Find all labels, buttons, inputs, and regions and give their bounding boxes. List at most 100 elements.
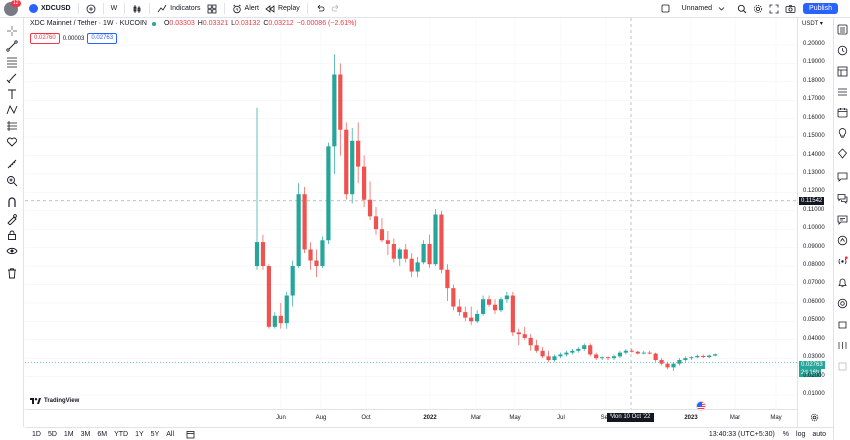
fib-retracement-icon[interactable] — [6, 56, 18, 68]
alert-button[interactable]: Alert — [229, 0, 262, 18]
candle-body — [605, 357, 611, 359]
price-axis[interactable]: USDT ▾ — [797, 18, 833, 427]
time-tick-label: Mar — [470, 415, 482, 421]
zoom-in-icon[interactable] — [6, 175, 18, 187]
log-toggle[interactable]: log — [796, 430, 806, 438]
brush-icon[interactable] — [6, 72, 18, 84]
range-button-5y[interactable]: 5Y — [150, 430, 160, 438]
candle-body — [516, 332, 521, 335]
product-icon[interactable] — [837, 319, 848, 330]
legend-change: −0.00086 (−2.61%) — [296, 20, 357, 27]
goto-date-calendar-icon[interactable] — [186, 430, 195, 439]
candle-body — [451, 288, 456, 307]
us-flag-event-icon[interactable] — [696, 401, 706, 411]
range-button-1d[interactable]: 1D — [32, 430, 41, 438]
help-lifebuoy-icon[interactable] — [837, 298, 848, 309]
symbol-search-button[interactable]: XDCUSD — [26, 0, 74, 18]
candle — [379, 218, 385, 243]
chart-style-button[interactable] — [129, 0, 145, 18]
candle-body — [373, 216, 379, 230]
undo-button[interactable] — [312, 0, 328, 18]
price-tick-label: 0.02000 — [803, 372, 825, 379]
broadcast-icon[interactable] — [837, 256, 848, 267]
interval-button[interactable]: W — [108, 0, 121, 18]
legend-low: 0.03132 — [235, 20, 261, 27]
snapshot-button[interactable] — [782, 0, 799, 18]
range-button-5d[interactable]: 5D — [47, 430, 57, 438]
lock-icon[interactable] — [6, 229, 18, 241]
trash-icon[interactable] — [6, 267, 18, 279]
ruler-icon[interactable] — [6, 158, 18, 170]
indicators-button[interactable]: Indicators — [154, 0, 203, 18]
heart-icon[interactable] — [6, 136, 18, 148]
streams-icon[interactable] — [837, 148, 848, 159]
price-chart[interactable] — [25, 18, 797, 427]
pattern-icon[interactable] — [6, 104, 18, 116]
candle-body — [344, 129, 349, 195]
chats-icon[interactable] — [837, 193, 848, 204]
axis-settings-gear-icon[interactable] — [810, 413, 819, 422]
settings-button[interactable] — [750, 0, 766, 18]
tradingview-watermark[interactable]: TradingView — [30, 398, 79, 404]
candle-body — [617, 352, 623, 357]
candles-icon — [133, 4, 141, 13]
ideas-bulb-icon[interactable] — [837, 127, 848, 138]
text-tool-icon[interactable] — [6, 88, 18, 100]
watermark-text: TradingView — [44, 398, 80, 404]
prediction-icon[interactable] — [6, 120, 18, 132]
price-tick-label: 0.18000 — [803, 77, 825, 84]
sell-button[interactable]: 0.02760 — [30, 33, 60, 44]
resize-panel-icon[interactable] — [837, 340, 848, 351]
candle-body — [707, 355, 712, 358]
time-axis[interactable] — [25, 409, 797, 427]
trendline-icon[interactable] — [6, 40, 18, 52]
range-button-1y[interactable]: 1Y — [135, 430, 144, 438]
fullscreen-button[interactable] — [766, 0, 782, 18]
layouts-button[interactable] — [204, 0, 220, 18]
currency-label[interactable]: USDT ▾ — [802, 20, 823, 27]
notifications-bell-icon[interactable] — [837, 277, 848, 288]
alerts-clock-icon[interactable] — [837, 45, 848, 56]
candle-body — [647, 352, 652, 354]
candle — [617, 350, 623, 359]
clock-timezone[interactable]: 13:40:33 (UTC+5:30) — [708, 430, 775, 438]
candle-body — [284, 295, 289, 324]
compare-add-button[interactable] — [83, 0, 99, 18]
data-window-icon[interactable] — [837, 66, 848, 77]
hotlist-icon[interactable] — [837, 87, 848, 98]
candle — [451, 284, 456, 311]
magnet-icon[interactable] — [6, 196, 18, 208]
watchlist-icon[interactable] — [837, 24, 848, 35]
candle — [677, 358, 682, 366]
chat-bubble-icon[interactable] — [837, 214, 848, 225]
crosshair-icon[interactable] — [6, 25, 18, 37]
calendar-icon[interactable] — [837, 107, 848, 118]
percent-toggle[interactable]: % — [782, 430, 790, 438]
publish-button[interactable]: Publish — [803, 3, 838, 14]
chart-legend: XDC Mainnet / Tether · 1W · KUCOIN O 0.03… — [30, 20, 357, 27]
quick-search-button[interactable] — [734, 0, 750, 18]
range-button-3m[interactable]: 3M — [80, 430, 91, 438]
legend-l-key: L — [231, 20, 236, 27]
candle-body — [433, 214, 438, 265]
auto-toggle[interactable]: auto — [812, 430, 826, 438]
layout-name-button[interactable]: Unnamed — [658, 0, 728, 18]
chat-icon[interactable] — [837, 171, 848, 182]
redo-button[interactable] — [328, 0, 344, 18]
candle — [373, 207, 379, 235]
range-button-ytd[interactable]: YTD — [114, 430, 129, 438]
range-button-1m[interactable]: 1M — [63, 430, 74, 438]
range-button-all[interactable]: All — [166, 430, 175, 438]
candle — [588, 343, 593, 357]
user-menu-button[interactable]: 12 — [4, 0, 21, 17]
eye-icon[interactable] — [6, 245, 18, 257]
pine-editor-icon[interactable] — [837, 235, 848, 246]
candle — [356, 122, 361, 184]
candle — [540, 347, 545, 359]
lock-drawing-icon[interactable] — [6, 213, 18, 225]
buy-button[interactable]: 0.02763 — [87, 33, 118, 44]
range-button-6m[interactable]: 6M — [97, 430, 108, 438]
candle-body — [463, 312, 468, 318]
tools-icon[interactable] — [837, 361, 848, 372]
replay-button[interactable]: Replay — [262, 0, 303, 18]
